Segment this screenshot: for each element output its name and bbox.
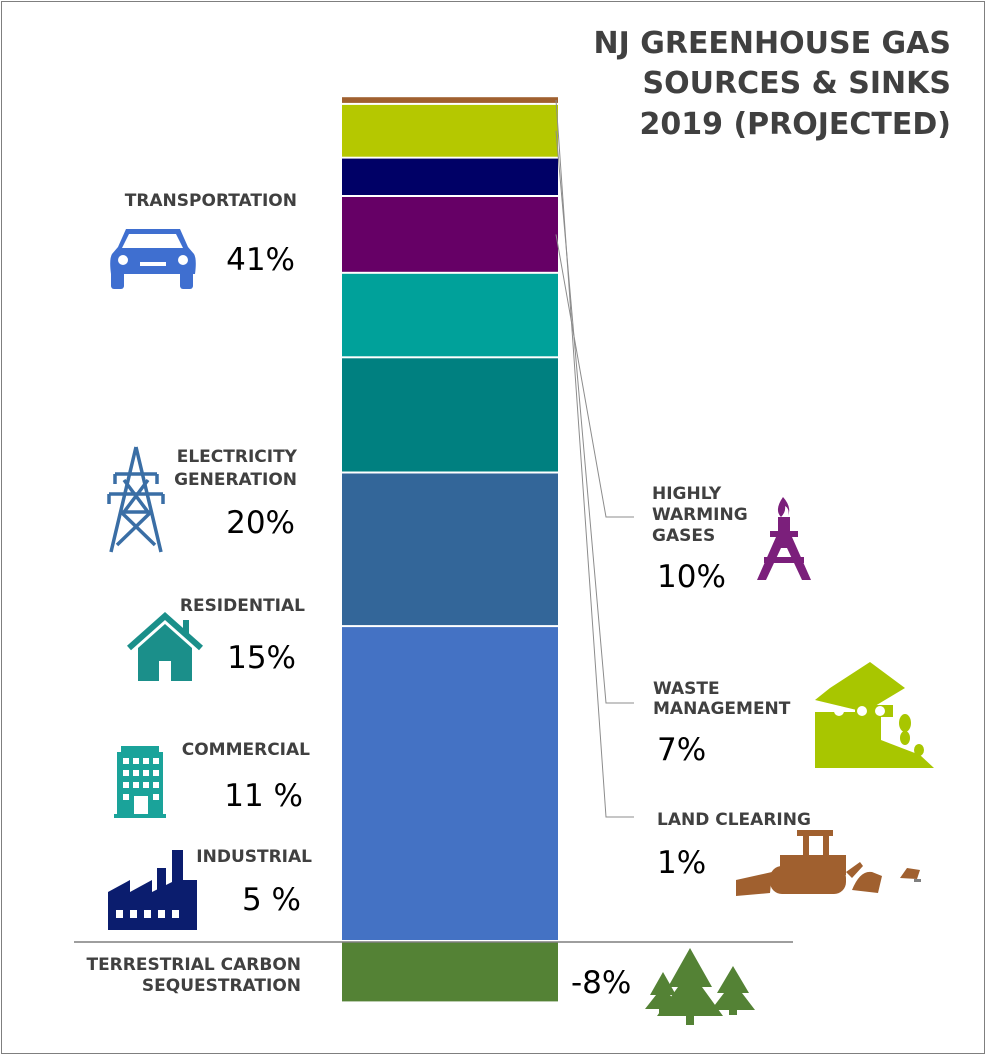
trees-icon: [645, 948, 755, 1025]
label-highly-warming-line-3: GASES: [652, 526, 715, 546]
bar-segment-residential: [342, 358, 558, 472]
label-commercial: COMMERCIAL: [182, 740, 310, 760]
bar-segment-land-clearing: [342, 97, 558, 103]
value-land-clearing: 1%: [657, 845, 706, 881]
label-highly-warming-line-2: WARMING: [652, 505, 748, 525]
bar-segment-waste: [342, 104, 558, 157]
label-highly-warming-line-1: HIGHLY: [652, 484, 722, 504]
car-icon: [110, 229, 196, 289]
chart-title-line-1: NJ GREENHOUSE GAS: [594, 26, 952, 61]
value-terrestrial: -8%: [571, 965, 631, 1001]
power-tower-icon: [107, 446, 165, 553]
label-terrestrial-line-2: SEQUESTRATION: [142, 976, 301, 996]
label-electricity-line-2: GENERATION: [174, 470, 297, 490]
label-waste-line-1: WASTE: [653, 679, 720, 699]
leader-line-highly-warming: [555, 234, 634, 518]
leader-line-waste: [555, 130, 634, 704]
value-transportation: 41%: [226, 242, 295, 278]
label-transportation: TRANSPORTATION: [125, 191, 297, 211]
segment-labels: TRANSPORTATION 41% ELECTRICITY GENERATION 20…: [86, 191, 810, 1001]
bar-segment-terrestrial: [342, 942, 558, 1002]
bar-segment-electricity: [342, 473, 558, 626]
value-waste: 7%: [657, 732, 706, 768]
bar-segment-transportation: [342, 627, 558, 940]
value-electricity: 20%: [226, 505, 295, 541]
value-highly-warming: 10%: [657, 559, 726, 595]
value-commercial: 11 %: [224, 778, 303, 814]
label-terrestrial-line-1: TERRESTRIAL CARBON: [86, 955, 301, 975]
leader-lines: [555, 99, 634, 818]
value-residential: 15%: [227, 640, 296, 676]
house-icon: [127, 611, 203, 681]
chart-title-line-2: SOURCES & SINKS: [643, 66, 951, 101]
office-building-icon: [114, 746, 166, 818]
label-electricity-line-1: ELECTRICITY: [177, 447, 298, 467]
leader-line-land-clearing: [555, 99, 634, 818]
gas-flare-icon: [757, 497, 811, 580]
bar-segment-industrial: [342, 158, 558, 195]
factory-icon: [108, 850, 197, 930]
dump-truck-icon: [815, 662, 934, 768]
chart-title-line-3: 2019 (PROJECTED): [640, 107, 951, 142]
label-waste-line-2: MANAGEMENT: [653, 699, 791, 719]
stacked-bar: [342, 97, 558, 1002]
bar-segment-commercial: [342, 273, 558, 357]
bar-segment-highly-warming: [342, 197, 558, 272]
label-land-clearing: LAND CLEARING: [657, 810, 811, 830]
label-residential: RESIDENTIAL: [180, 596, 305, 616]
bulldozer-icon: [736, 830, 921, 896]
value-industrial: 5 %: [242, 882, 301, 918]
label-industrial: INDUSTRIAL: [196, 847, 312, 867]
